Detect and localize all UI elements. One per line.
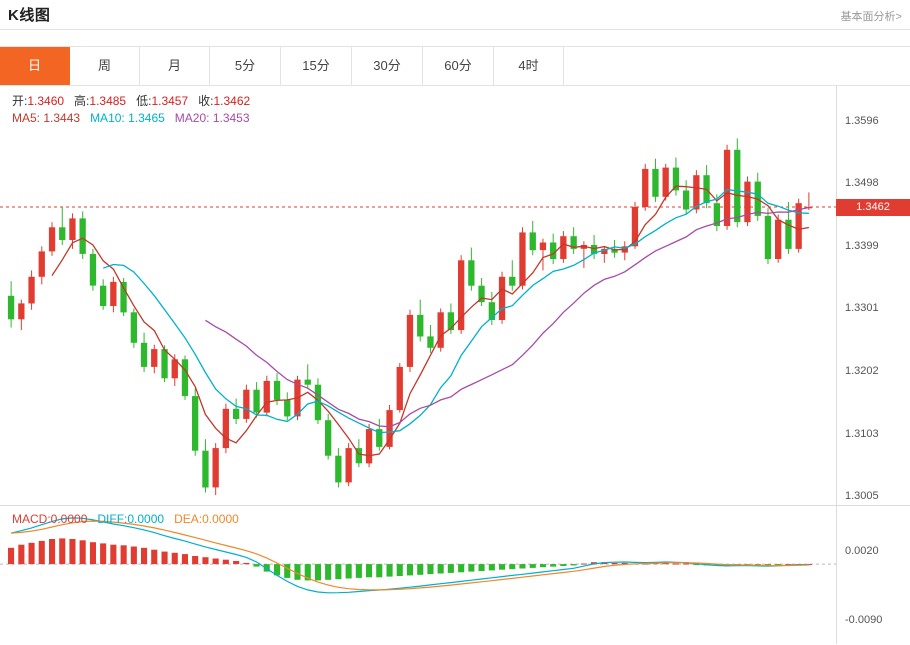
candlestick-svg [0,138,836,496]
dea-value: 0.0000 [202,512,239,526]
ma-legend: MA5: 1.3443 MA10: 1.3465 MA20: 1.3453 [12,111,250,125]
diff-label: DIFF: [97,512,128,526]
macd-y-axis: 0.0020 -0.0090 [836,506,910,644]
macd-svg [0,517,836,594]
ohlc-legend: 开:1.3460 高:1.3485 低:1.3457 收:1.3462 [12,92,250,109]
candlestick-plot[interactable] [0,86,836,505]
tab-5[interactable]: 30分 [352,47,423,85]
ma10-value: 1.3465 [128,111,165,125]
low-label: 低: [136,94,152,108]
price-y-axis: 1.3596 1.3498 1.3399 1.3301 1.3202 1.3103 1.30… [836,86,910,505]
high-label: 高: [74,94,90,108]
timeframe-tabs: 日周月 5分 15分 30分 60分 4时 [0,46,910,86]
price-panel[interactable]: 1.3596 1.3498 1.3399 1.3301 1.3202 1.3103 1.30… [0,86,910,506]
tab-1[interactable]: 周 [70,47,140,85]
ma5-value: 1.3443 [43,111,81,125]
tab-3[interactable]: 5分 [210,47,281,85]
ma10-label: MA10: [90,111,125,125]
price-tick-1.3399: 1.3399 [845,239,879,252]
open-label: 开: [12,94,28,108]
page-title: K线图 [8,7,51,24]
macd-panel[interactable]: 0.0020 -0.0090 MACD:0.0000 DIFF:0.0000 DEA:… [0,506,910,645]
macd-value: 0.0000 [50,512,88,526]
price-tick-1.3596: 1.3596 [845,114,879,127]
header-divider [0,29,910,30]
tab-2[interactable]: 月 [140,47,210,85]
low-value: 1.3457 [151,94,189,108]
tab-7[interactable]: 4时 [494,47,564,85]
ma20-value: 1.3453 [212,111,250,125]
fundamental-analysis-link[interactable]: 基本面分析> [840,11,902,23]
macd-plot[interactable] [0,506,836,644]
open-value: 1.3460 [27,94,65,108]
close-value: 1.3462 [213,94,251,108]
dea-label: DEA: [174,512,203,526]
macd-legend: MACD:0.0000 DIFF:0.0000 DEA:0.0000 [12,512,239,526]
tab-4[interactable]: 15分 [281,47,352,85]
last-price-badge: 1.3462 [836,198,910,216]
high-value: 1.3485 [89,94,127,108]
macd-tick--0.0090: -0.0090 [845,613,883,626]
macd-label: MACD: [12,512,51,526]
macd-tick-0.0020: 0.0020 [845,544,879,557]
price-chart-area: 1.3596 1.3498 1.3399 1.3301 1.3202 1.3103 1.30… [0,86,910,506]
ma20-label: MA20: [174,111,210,125]
price-tick-1.3202: 1.3202 [845,364,879,377]
price-tick-1.3301: 1.3301 [845,302,879,315]
price-tick-1.3005: 1.3005 [845,490,879,502]
price-tick-1.3103: 1.3103 [845,427,879,440]
ma5-label: MA5: [12,111,41,125]
close-label: 收: [198,94,214,108]
page-header: K线图 基本面分析> [0,0,910,30]
price-tick-1.3498: 1.3498 [845,177,879,190]
tab-0[interactable]: 日 [0,47,70,85]
diff-value: 0.0000 [127,512,165,526]
tab-6[interactable]: 60分 [423,47,494,85]
